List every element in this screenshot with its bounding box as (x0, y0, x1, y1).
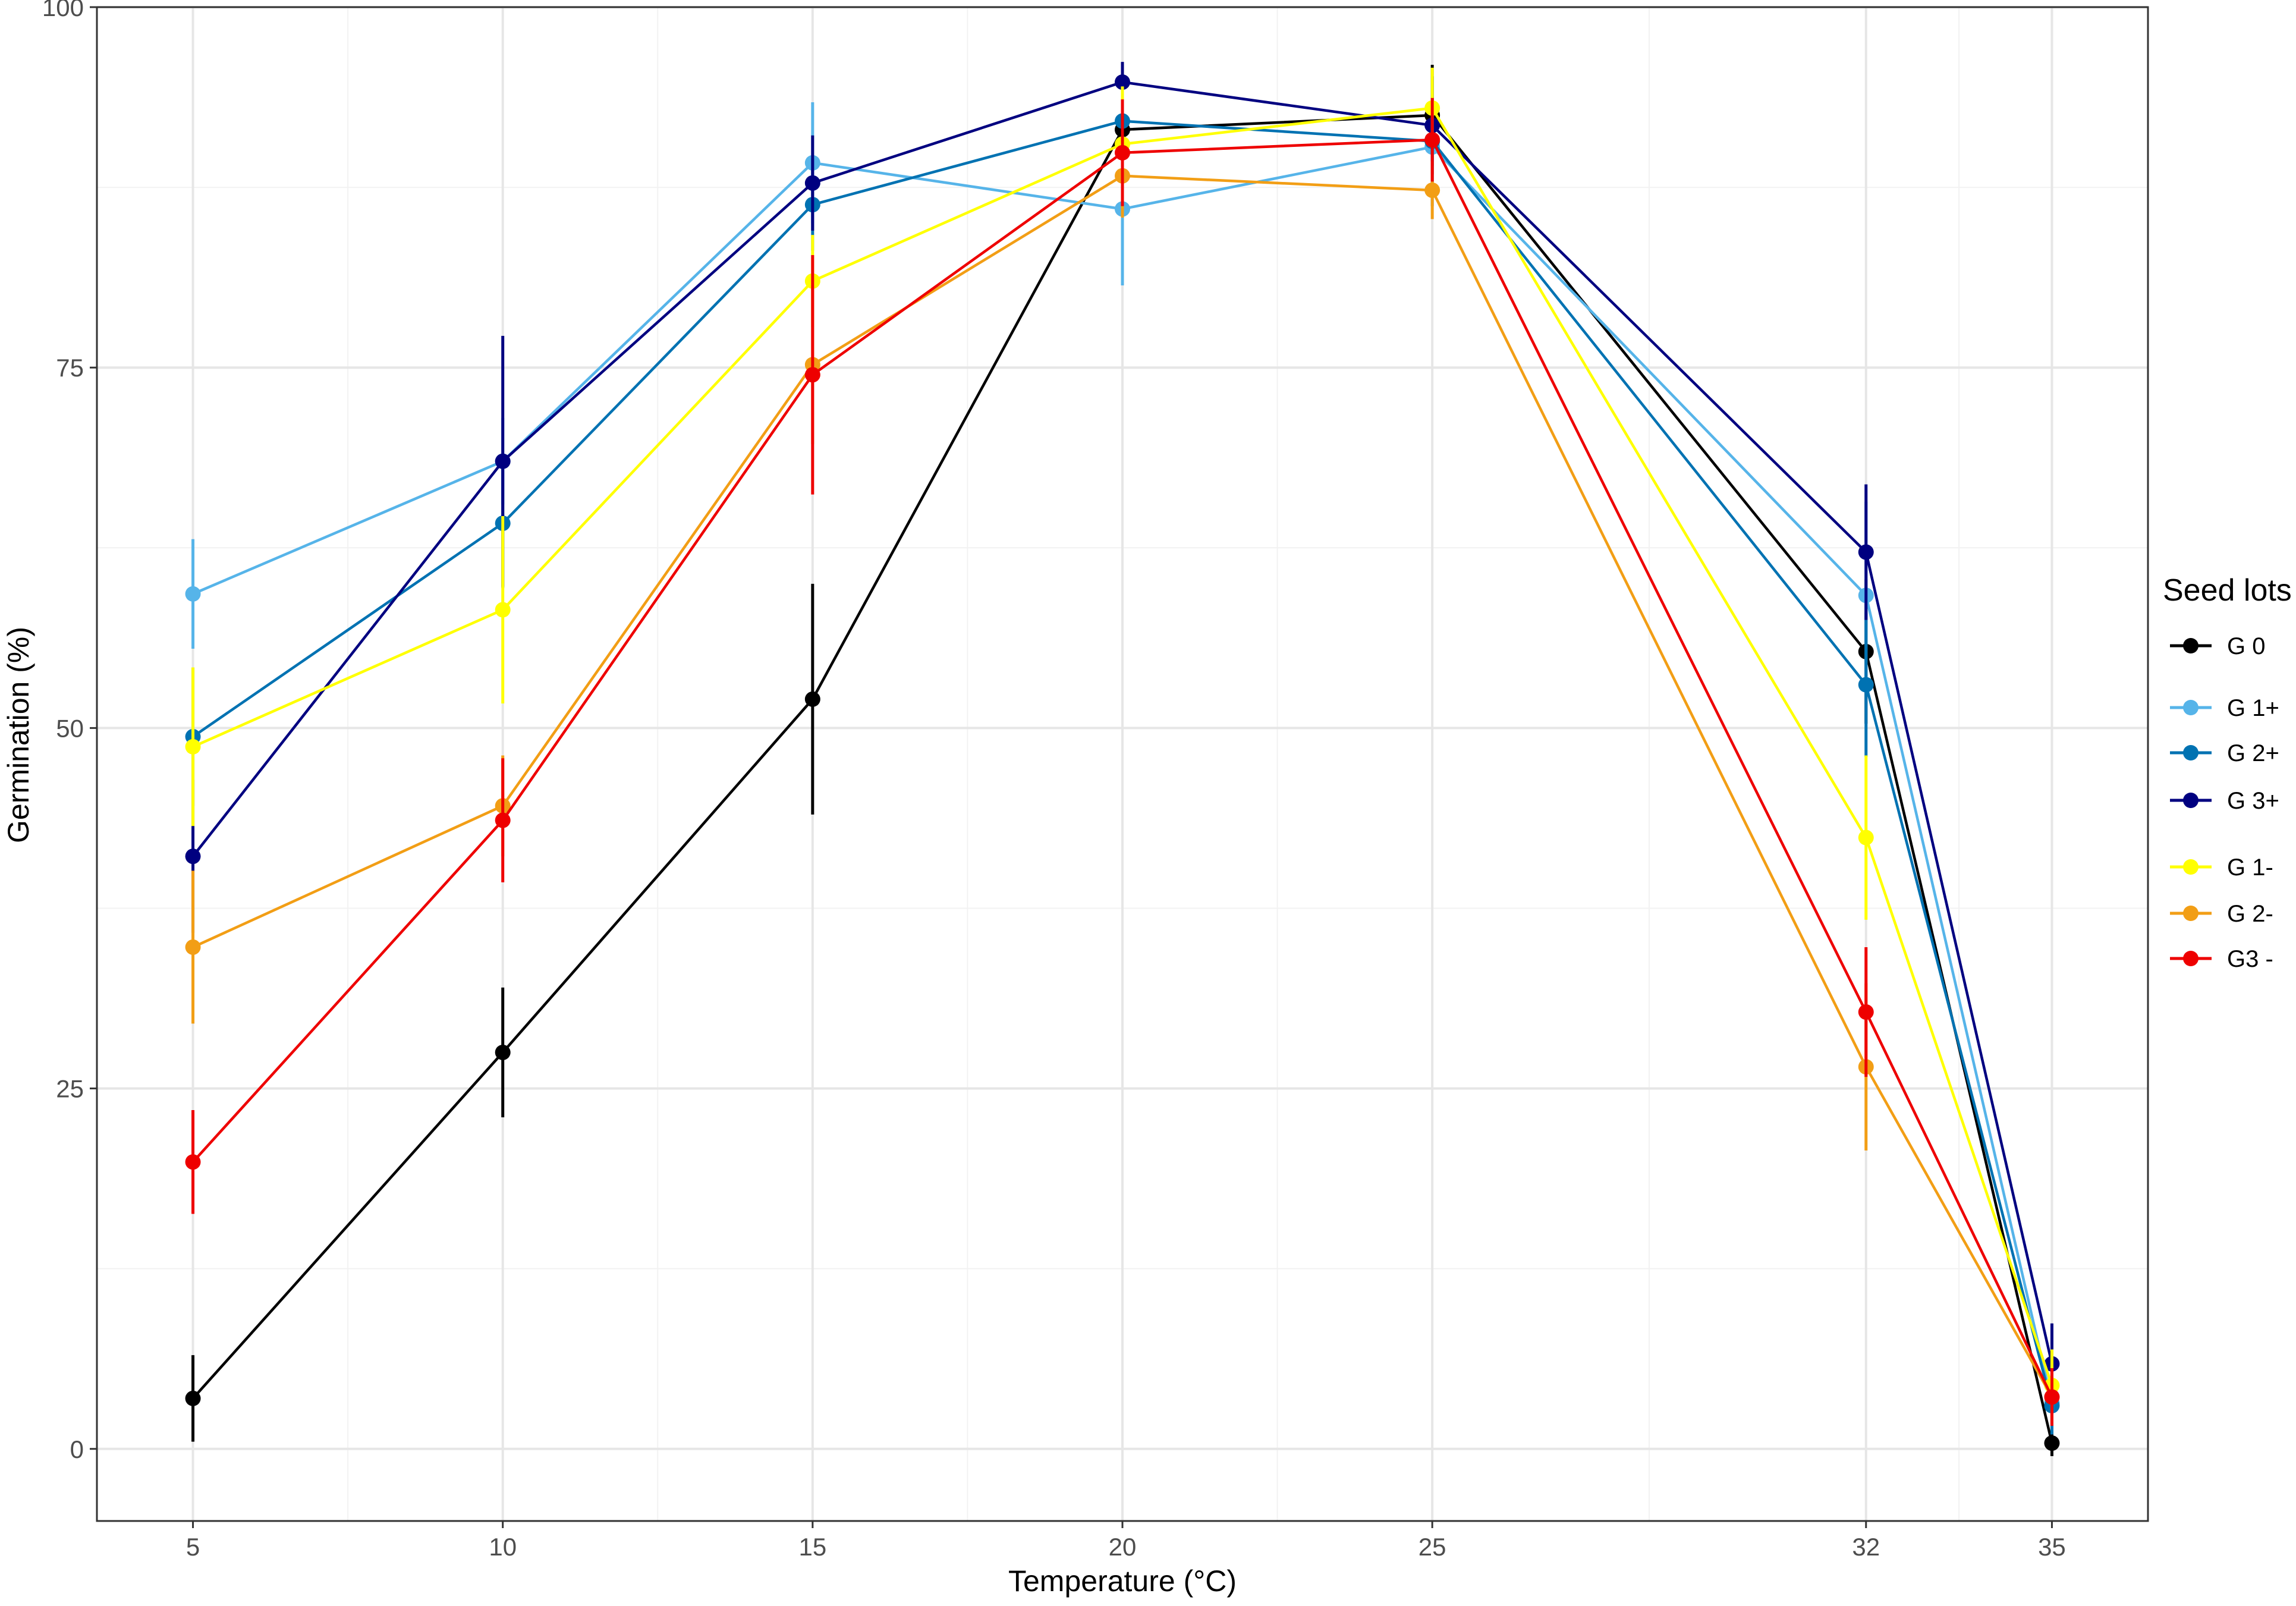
series-layer (185, 62, 2060, 1456)
data-point (495, 812, 511, 828)
data-point (495, 602, 511, 618)
y-tick-label-1: 25 (56, 1075, 84, 1103)
data-point (2044, 1435, 2060, 1451)
legend-key-point-7 (2183, 951, 2199, 966)
x-tick-label-0: 5 (186, 1533, 200, 1561)
series-7 (185, 98, 2060, 1426)
data-point (1858, 544, 1874, 560)
data-point (1424, 182, 1440, 198)
data-point (804, 367, 820, 383)
data-point (185, 848, 201, 865)
legend-title: Seed lots (2163, 573, 2292, 608)
x-tick-label-2: 15 (798, 1533, 826, 1561)
data-point (1858, 677, 1874, 693)
data-point (1858, 1004, 1874, 1020)
legend-key-point-3 (2183, 745, 2199, 760)
x-tick-label-3: 20 (1109, 1533, 1137, 1561)
legend-label-3: G 2+ (2227, 740, 2279, 766)
data-point (185, 1154, 201, 1170)
x-tick-label-5: 32 (1852, 1533, 1880, 1561)
legend-label-2: G 1+ (2227, 695, 2279, 721)
y-tick-label-4: 100 (42, 0, 84, 21)
data-point (804, 175, 820, 191)
y-tick-label-0: 0 (70, 1435, 84, 1463)
legend-label-1: G 0 (2227, 633, 2265, 659)
y-axis-title: Germination (%) (2, 627, 35, 843)
x-tick-label-4: 25 (1419, 1533, 1446, 1561)
legend-label-5: G 1- (2227, 854, 2273, 881)
legend: Seed lots G 0 G 1+ G 2+ G 3+ G 1- G 2- G3 - (2163, 573, 2292, 972)
y-tick-label-3: 75 (56, 354, 84, 382)
legend-label-6: G 2- (2227, 901, 2273, 927)
legend-key-point-5 (2183, 859, 2199, 875)
data-point (1424, 132, 1440, 148)
x-tick-label-1: 10 (489, 1533, 517, 1561)
legend-label-7: G3 - (2227, 946, 2273, 972)
legend-label-4: G 3+ (2227, 788, 2279, 814)
legend-key-point-1 (2183, 638, 2199, 653)
data-point (2044, 1389, 2060, 1405)
legend-key-point-6 (2183, 906, 2199, 921)
axis-layer: 0 25 50 75 100 5 10 15 20 25 32 35 (42, 0, 2066, 1561)
data-point (185, 939, 201, 955)
data-point (804, 691, 820, 707)
data-point (495, 453, 511, 469)
data-point (1115, 74, 1130, 90)
data-point (1115, 144, 1130, 161)
data-point (185, 1390, 201, 1406)
x-axis-title: Temperature (°C) (1008, 1564, 1237, 1598)
data-point (185, 738, 201, 755)
x-tick-label-6: 35 (2038, 1533, 2066, 1561)
y-tick-label-2: 50 (56, 714, 84, 742)
legend-key-point-2 (2183, 700, 2199, 715)
data-point (185, 586, 201, 602)
data-point (1858, 829, 1874, 846)
data-point (495, 1044, 511, 1060)
legend-key-point-4 (2183, 793, 2199, 808)
